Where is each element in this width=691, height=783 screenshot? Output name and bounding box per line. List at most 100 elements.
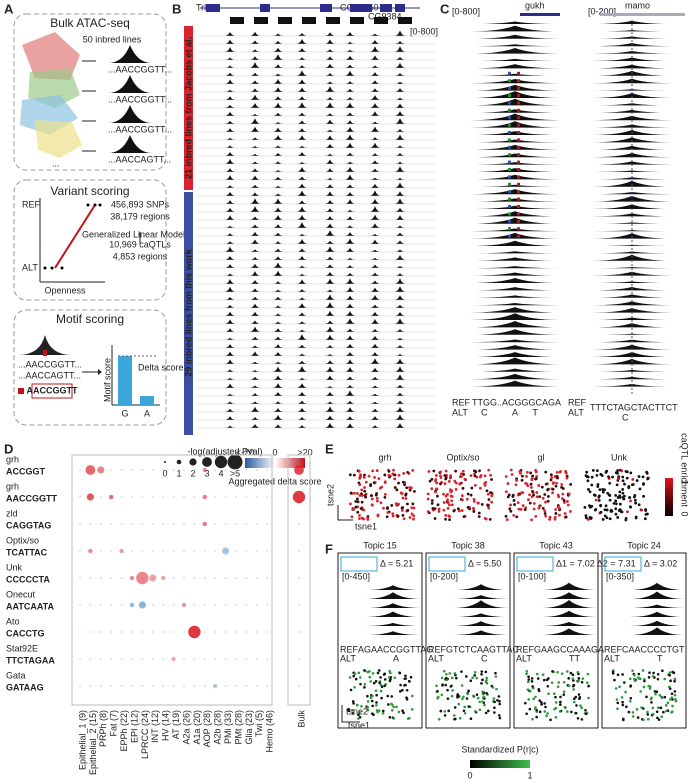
column-label: INT (12) [150,710,160,743]
peak [249,62,261,68]
cell [444,476,448,480]
size-key [189,458,197,466]
cell [470,486,474,490]
variant [517,182,520,186]
cell [643,677,646,681]
empty-dot [203,550,206,552]
tsne-panel [583,468,650,522]
peak [470,121,560,128]
region [374,17,388,24]
cell [480,682,483,685]
cell [530,677,534,680]
cell [554,701,558,704]
cell [354,505,358,509]
cell [460,670,463,673]
peak [224,328,236,332]
panel-box [13,309,167,426]
cell [357,717,360,720]
peak [629,627,685,635]
cell [555,481,558,485]
cell [491,686,495,689]
empty-dot [298,658,300,660]
cell [435,481,439,485]
cell [601,518,605,521]
cell [444,676,448,680]
color-tick: <-20 [236,447,254,457]
peak [453,630,509,635]
cell [639,690,642,693]
cell [671,704,674,708]
empty-dot [162,523,165,525]
peak [369,343,381,348]
cell [626,510,629,514]
peak [369,239,381,244]
empty-dot [298,685,300,687]
peak [592,145,672,150]
cell [448,518,451,521]
cell [482,695,486,699]
box-title: Motif scoring [56,312,124,326]
empty-dot [266,631,269,633]
peak [344,257,356,260]
variant [517,86,520,90]
column-label: EPI (12) [129,710,139,743]
cell [515,515,519,519]
sequence: ...AACCGGTT... [108,64,172,74]
empty-dot [255,523,258,525]
gene-bar [600,13,685,16]
peak [344,142,356,148]
group-label: 29 inbred lines from this work [183,248,193,377]
cell [584,708,587,712]
peak [470,257,560,261]
peak [224,273,236,276]
cell [567,677,570,680]
score-bar [140,396,154,405]
cell [461,697,464,701]
peak [344,209,356,212]
peak [592,64,672,69]
peak [369,65,381,68]
peak [324,366,336,372]
cell [666,701,670,705]
empty-dot [99,577,102,579]
peak [592,57,672,61]
cell [473,474,477,478]
cell [534,477,538,481]
cell [531,489,534,493]
peak [249,102,261,108]
cell [387,469,391,473]
empty-dot [193,577,196,579]
peak [224,344,236,348]
cell [510,473,514,476]
base: A [144,408,150,418]
cell [663,677,667,681]
cell [618,502,622,506]
cell [553,475,557,478]
cell [530,486,533,489]
variant [508,205,511,208]
cell [572,697,576,701]
peak [394,207,406,212]
cell [381,709,385,713]
peak [344,400,356,404]
peak [394,311,406,316]
peak [272,241,284,244]
empty-dot [224,550,227,552]
cell [601,488,605,491]
range: [0-800] [410,26,438,36]
peak [249,80,261,84]
column-label: EPPh (22) [119,710,129,752]
arrow [98,369,102,375]
cell [590,475,594,479]
cell [443,482,447,485]
cell [596,483,600,486]
cell [387,703,390,706]
empty-dot [266,523,269,525]
cell [650,696,653,700]
exon [380,4,392,12]
peak [296,416,308,420]
variant [508,138,511,142]
empty-dot [89,631,92,633]
topic-panel: Topic 38Δ = 5.50[0-200]REFALTGTCTCAAGTTA… [425,540,519,729]
